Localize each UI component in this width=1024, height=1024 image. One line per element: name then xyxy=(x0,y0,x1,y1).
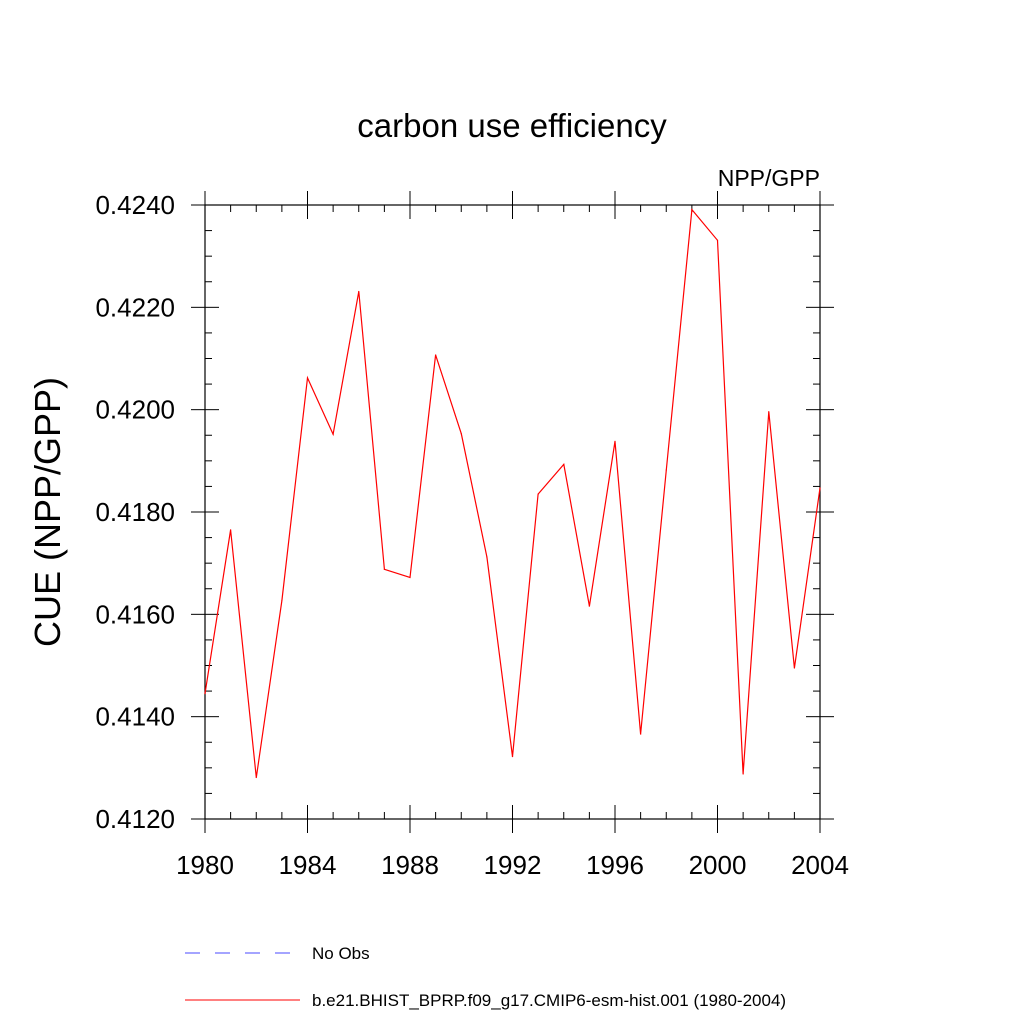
legend-label-no-obs: No Obs xyxy=(312,944,370,963)
data-point xyxy=(563,463,565,466)
legend: No Obs b.e21.BHIST_BPRP.f09_g17.CMIP6-es… xyxy=(185,944,786,1010)
y-tick-label: 0.4120 xyxy=(95,804,175,834)
data-point xyxy=(383,568,385,570)
chart-subtitle: NPP/GPP xyxy=(718,165,820,191)
x-tick-label: 1984 xyxy=(279,850,337,880)
x-tick-label: 2004 xyxy=(791,850,849,880)
data-point xyxy=(486,556,488,558)
y-tick-label: 0.4160 xyxy=(95,599,175,629)
data-point xyxy=(819,487,821,489)
data-point xyxy=(742,773,744,775)
data-point xyxy=(665,469,667,471)
y-tick-label: 0.4200 xyxy=(95,395,175,425)
data-point xyxy=(537,493,539,495)
data-point xyxy=(409,576,411,579)
x-tick-label: 1988 xyxy=(381,850,439,880)
data-point xyxy=(230,529,232,531)
data-series xyxy=(204,208,821,779)
data-point xyxy=(435,354,437,356)
data-point xyxy=(332,433,334,435)
y-axis-label: CUE (NPP/GPP) xyxy=(27,377,68,647)
data-point xyxy=(691,209,693,211)
data-point xyxy=(768,411,770,413)
x-tick-labels: 1980 1984 1988 1992 1996 2000 2004 xyxy=(176,850,849,880)
y-tick-label: 0.4240 xyxy=(95,190,175,220)
chart-title: carbon use efficiency xyxy=(357,107,667,144)
x-tick-label: 1996 xyxy=(586,850,644,880)
x-tick-label: 1992 xyxy=(484,850,542,880)
data-point xyxy=(281,599,283,602)
data-point xyxy=(255,776,257,779)
data-point xyxy=(358,290,360,293)
series-line xyxy=(204,208,821,778)
y-tick-label: 0.4140 xyxy=(95,702,175,732)
axis-ticks xyxy=(191,191,834,833)
data-point xyxy=(306,377,309,379)
data-point xyxy=(460,433,462,435)
x-tick-label: 1980 xyxy=(176,850,234,880)
y-tick-labels: 0.4120 0.4140 0.4160 0.4180 0.4200 0.4220 0.42… xyxy=(95,190,175,834)
data-point xyxy=(614,440,616,442)
y-tick-label: 0.4220 xyxy=(95,292,175,322)
y-tick-label: 0.4180 xyxy=(95,497,175,527)
data-point xyxy=(588,605,590,607)
plot-frame xyxy=(204,204,821,820)
data-point xyxy=(640,733,642,735)
data-point xyxy=(793,667,795,669)
data-point xyxy=(716,239,719,241)
x-tick-label: 2000 xyxy=(689,850,747,880)
data-point xyxy=(511,755,514,758)
legend-label-model: b.e21.BHIST_BPRP.f09_g17.CMIP6-esm-hist.… xyxy=(312,991,786,1010)
data-point xyxy=(204,693,206,695)
